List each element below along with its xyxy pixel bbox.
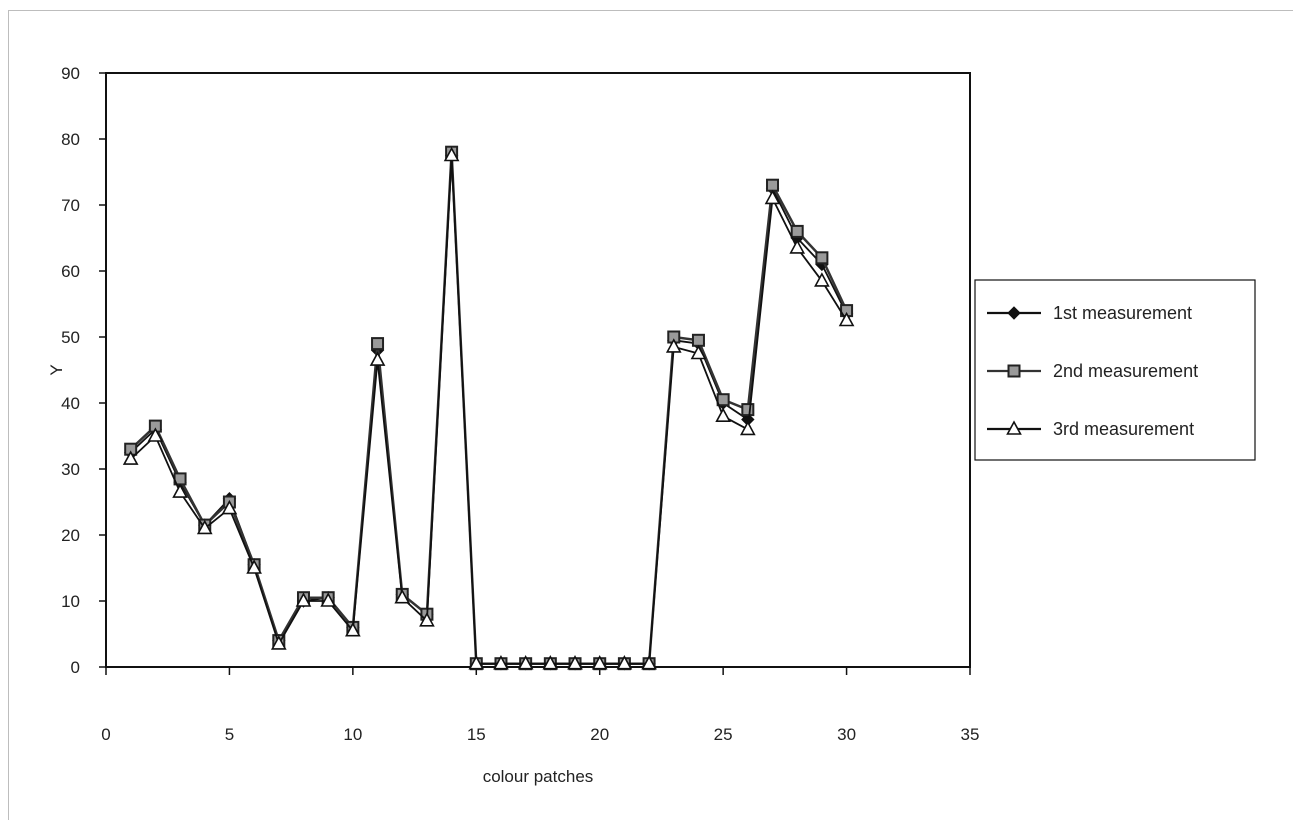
data-point [443, 146, 460, 162]
y-tick-label: 60 [61, 262, 80, 281]
data-point [716, 393, 730, 407]
plot-area [105, 72, 971, 668]
x-tick-label: 25 [714, 725, 733, 744]
series-layer [122, 145, 855, 671]
series-line [130, 155, 848, 665]
data-point [320, 592, 337, 607]
data-point [517, 655, 534, 670]
data-point [493, 655, 509, 670]
series-3 [122, 146, 855, 670]
data-point [147, 427, 164, 442]
series-line [130, 155, 848, 665]
data-point [789, 239, 806, 254]
x-tick-label: 30 [837, 725, 856, 744]
data-point [741, 403, 755, 417]
data-point [542, 655, 559, 670]
legend-item-1: 1st measurement [987, 303, 1192, 323]
y-tick-label: 70 [61, 196, 80, 215]
plot-border [105, 72, 971, 668]
data-point [246, 559, 262, 574]
chart-frame [8, 10, 1293, 820]
data-point [641, 655, 657, 670]
data-point [814, 272, 830, 287]
legend-label: 3rd measurement [1053, 419, 1194, 439]
legend-label: 1st measurement [1053, 303, 1192, 323]
x-tick-label: 10 [343, 725, 362, 744]
x-tick-label: 5 [225, 725, 234, 744]
series-line [129, 152, 848, 665]
data-point [790, 224, 804, 238]
data-point [221, 499, 238, 515]
y-tick-label: 30 [61, 460, 80, 479]
series-2 [124, 145, 854, 671]
legend: 1st measurement 2nd measurement 3rd measur… [974, 279, 1256, 461]
data-point [764, 189, 781, 205]
legend-item-3: 3rd measurement [987, 419, 1194, 439]
legend-marker [1007, 306, 1021, 320]
data-point [739, 420, 756, 436]
data-point [715, 407, 731, 422]
data-point [371, 337, 385, 351]
data-point [468, 655, 485, 670]
y-tick-label: 40 [61, 394, 80, 413]
data-point [766, 178, 780, 192]
data-point [665, 338, 682, 353]
data-point [690, 344, 707, 360]
data-point [691, 333, 705, 347]
legend-item-2: 2nd measurement [987, 361, 1198, 381]
data-point [394, 589, 411, 604]
data-point [815, 251, 829, 265]
data-point [270, 635, 287, 650]
x-tick-label: 15 [467, 725, 486, 744]
data-point [616, 655, 633, 670]
data-point [196, 519, 213, 535]
legend-label: 2nd measurement [1053, 361, 1198, 381]
y-tick-label: 20 [61, 526, 80, 545]
axes: 0 10 20 30 40 50 60 70 80 90 0 5 10 15 20 25 30 35 [61, 64, 979, 744]
data-point [345, 622, 361, 637]
y-tick-label: 10 [61, 592, 80, 611]
x-axis-title: colour patches [483, 767, 594, 786]
data-point [838, 311, 855, 327]
legend-marker [1007, 364, 1021, 378]
y-tick-label: 50 [61, 328, 80, 347]
y-axis-title: Y [47, 364, 66, 375]
x-tick-label: 35 [961, 725, 980, 744]
data-point [172, 483, 188, 498]
data-point [295, 592, 312, 607]
data-point [122, 450, 139, 465]
data-point [369, 351, 386, 366]
y-tick-label: 90 [61, 64, 80, 83]
x-tick-label: 20 [590, 725, 609, 744]
data-point [591, 655, 608, 670]
data-point [419, 612, 435, 627]
x-tick-label: 0 [101, 725, 110, 744]
y-tick-label: 80 [61, 130, 80, 149]
y-tick-label: 0 [71, 658, 80, 677]
data-point [567, 655, 583, 670]
legend-marker [1006, 420, 1022, 435]
